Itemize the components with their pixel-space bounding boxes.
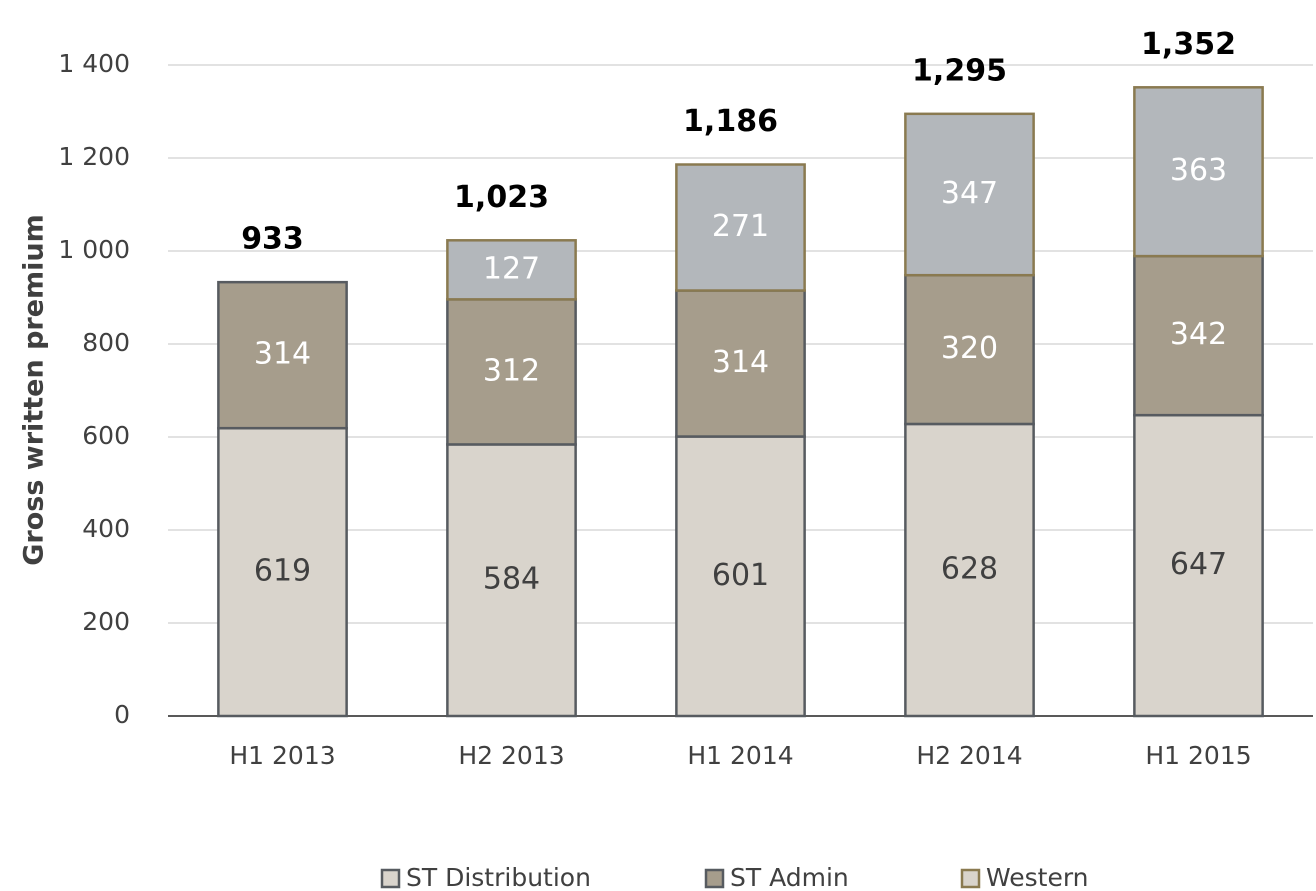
y-tick-label: 800	[82, 328, 130, 357]
y-tick-label: 400	[82, 514, 130, 543]
y-tick-label: 200	[82, 607, 130, 636]
data-label: 312	[483, 353, 540, 388]
bar-segment	[217, 280, 348, 430]
data-label: 320	[941, 331, 998, 366]
x-tick-label: H1 2014	[687, 741, 793, 770]
legend-swatch	[960, 868, 981, 889]
data-label: 363	[1170, 153, 1227, 188]
x-tick-label: H2 2013	[458, 741, 564, 770]
total-label: 1,186	[683, 104, 778, 139]
total-label: 1,295	[912, 53, 1007, 88]
total-label: 1,352	[1141, 27, 1236, 62]
bar-segment	[1133, 413, 1264, 718]
data-label: 271	[712, 209, 769, 244]
bar-segment	[904, 273, 1035, 426]
bar-segment	[675, 163, 806, 292]
x-tick-label: H1 2015	[1145, 741, 1251, 770]
y-tick-label: 1 200	[58, 142, 130, 171]
data-label: 601	[712, 558, 769, 593]
x-tick-label: H1 2013	[229, 741, 335, 770]
x-tick-label: H2 2014	[916, 741, 1022, 770]
legend-swatch	[704, 868, 725, 889]
bar-segment	[446, 298, 577, 446]
y-tick-label: 1 000	[58, 235, 130, 264]
data-label: 314	[254, 337, 311, 372]
data-label: 628	[941, 551, 998, 586]
total-label: 1,023	[454, 180, 549, 215]
bar-segment	[446, 443, 577, 718]
data-label: 619	[254, 554, 311, 589]
data-label: 584	[483, 562, 540, 597]
y-tick-label: 600	[82, 421, 130, 450]
total-label: 933	[241, 222, 304, 257]
bar-segment	[904, 422, 1035, 718]
legend-swatch	[380, 868, 401, 889]
bar-segment	[446, 239, 577, 301]
legend-label: ST Distribution	[406, 863, 591, 891]
y-tick-label: 1 400	[58, 49, 130, 78]
legend-label: ST Admin	[730, 863, 849, 891]
bar-segment	[1133, 86, 1264, 258]
bar-segment	[217, 426, 348, 718]
y-tick-label: 0	[114, 700, 130, 729]
y-axis-title: Gross written premium	[19, 214, 50, 566]
data-label: 347	[941, 176, 998, 211]
data-label: 127	[483, 251, 540, 286]
data-label: 647	[1170, 547, 1227, 582]
legend-label: Western	[986, 863, 1089, 891]
bar-segment	[675, 435, 806, 718]
bar-segment	[904, 112, 1035, 277]
data-label: 342	[1170, 317, 1227, 352]
data-label: 314	[712, 345, 769, 380]
